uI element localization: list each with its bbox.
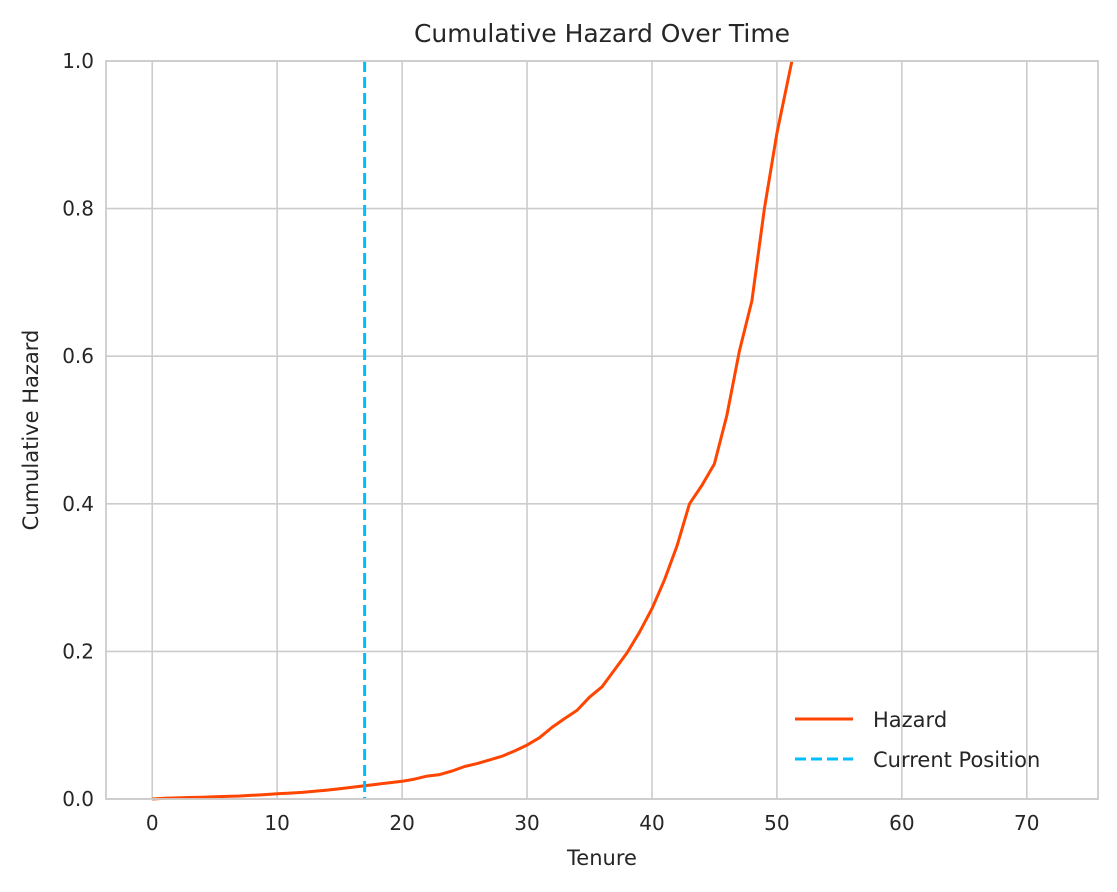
legend: Hazard Current Position: [795, 708, 1040, 772]
x-tick-label: 40: [639, 811, 664, 835]
legend-label-current-position: Current Position: [873, 748, 1040, 772]
x-tick-label: 60: [889, 811, 914, 835]
chart-title: Cumulative Hazard Over Time: [414, 19, 790, 48]
x-tick-label: 70: [1014, 811, 1039, 835]
y-tick-label: 0.6: [62, 344, 94, 368]
x-tick-label: 30: [514, 811, 539, 835]
series-layer: [152, 60, 794, 801]
legend-label-hazard: Hazard: [873, 708, 947, 732]
plot-frame: [105, 60, 1099, 800]
x-tick-label: 20: [389, 811, 414, 835]
hazard-line: [152, 60, 794, 801]
x-tick-label: 50: [764, 811, 789, 835]
tick-labels: 0 10 20 30 40 50 60 70 0.0 0.2 0.4 0.6 0.8 1.0: [62, 49, 1039, 835]
x-tick-label: 0: [146, 811, 159, 835]
y-tick-label: 0.4: [62, 492, 94, 516]
y-tick-label: 0.0: [62, 787, 94, 811]
y-tick-label: 0.8: [62, 197, 94, 221]
x-tick-label: 10: [264, 811, 289, 835]
y-tick-label: 0.2: [62, 639, 94, 663]
x-axis-label: Tenure: [566, 846, 637, 870]
y-tick-label: 1.0: [62, 49, 94, 73]
y-axis-label: Cumulative Hazard: [19, 330, 43, 531]
